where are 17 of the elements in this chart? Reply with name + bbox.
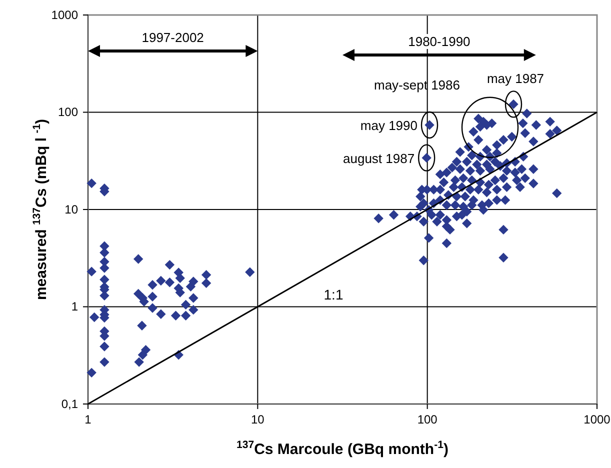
- y-tick-label: 0,1: [61, 396, 78, 411]
- x-tick-label: 1000: [584, 412, 611, 427]
- y-tick-label: 100: [58, 105, 78, 120]
- annotation: may 1990: [360, 118, 418, 133]
- x-tick-label: 100: [417, 412, 438, 427]
- annotation: august 1987: [343, 150, 415, 166]
- y-tick-label: 10: [64, 202, 78, 216]
- x-tick-label: 1: [84, 412, 92, 427]
- annotation: may-sept 1986: [374, 77, 460, 92]
- series-label: 1:1: [324, 286, 344, 302]
- annotation: 1997-2002: [142, 30, 204, 45]
- y-tick-label: 1000: [51, 8, 78, 22]
- x-tick-label: 10: [250, 412, 265, 427]
- annotation: may 1987: [486, 71, 544, 86]
- annotation: 1980-1990: [408, 34, 470, 49]
- x-axis-title: $^{137}$Cs Marcoule (GBq month$^{-1}$): [236, 439, 448, 458]
- y-tick-label: 1: [71, 300, 78, 314]
